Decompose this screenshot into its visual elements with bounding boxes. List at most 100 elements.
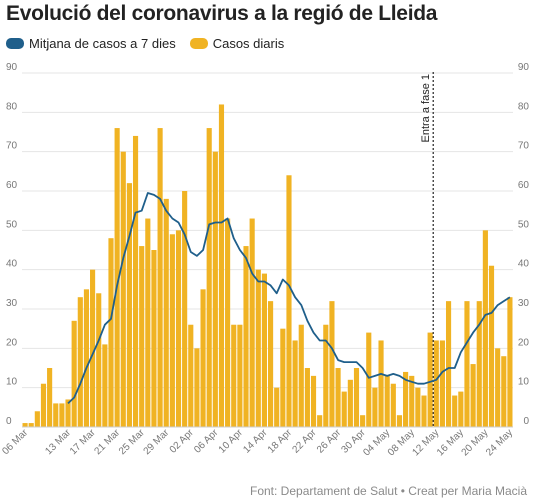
y-tick-label-right: 70 <box>518 141 530 152</box>
bar <box>458 391 464 427</box>
bar <box>378 340 384 427</box>
bar <box>433 340 439 427</box>
legend-item-average[interactable]: Mitjana de casos a 7 dies <box>6 36 176 51</box>
bar <box>476 301 482 427</box>
line-series-average <box>67 192 511 405</box>
bar <box>182 191 188 427</box>
bar <box>372 387 378 427</box>
bar <box>188 324 194 427</box>
bar <box>470 364 476 427</box>
bar <box>445 301 452 427</box>
bar <box>482 230 488 427</box>
y-tick-label-right: 50 <box>518 219 530 230</box>
bar <box>53 403 59 427</box>
bar <box>126 183 132 427</box>
bar <box>501 356 507 427</box>
x-tick-label: 17 Mar <box>68 427 98 457</box>
bar <box>255 269 261 427</box>
bar <box>40 383 47 427</box>
bar <box>65 399 71 427</box>
bar <box>77 297 83 427</box>
annotation-label: Entra a fase 1 <box>420 74 432 143</box>
bar <box>360 415 366 427</box>
legend-swatch-daily <box>189 38 208 49</box>
bar <box>200 289 206 427</box>
bar <box>90 269 96 427</box>
bar <box>96 293 102 427</box>
bar <box>298 324 304 427</box>
x-tick-label: 14 Apr <box>241 427 270 456</box>
grid-lines <box>22 72 513 428</box>
bar <box>335 368 341 427</box>
bar <box>317 415 323 427</box>
bar <box>243 246 249 427</box>
x-tick-label: 06 Apr <box>192 427 221 456</box>
bar <box>34 411 40 427</box>
y-tick-label-right: 30 <box>518 298 530 309</box>
bar <box>366 332 372 427</box>
bar <box>114 128 120 428</box>
bar <box>304 368 310 427</box>
bar <box>22 423 28 427</box>
bar <box>145 218 151 427</box>
bar <box>120 151 126 427</box>
legend-label-daily: Casos diaris <box>212 36 285 51</box>
bar <box>439 340 445 427</box>
bar <box>347 379 353 427</box>
bar <box>390 383 396 427</box>
bar <box>310 375 317 427</box>
x-tick-label: 22 Apr <box>290 427 319 456</box>
x-tick-label: 29 Mar <box>142 427 172 457</box>
x-tick-label: 24 May <box>484 427 515 458</box>
bar <box>452 395 458 427</box>
bar <box>237 324 243 427</box>
bar <box>268 301 274 427</box>
x-tick-label: 26 Apr <box>315 427 344 456</box>
bar <box>384 375 390 427</box>
bar <box>495 348 501 427</box>
bar <box>464 301 470 427</box>
y-tick-label-left: 80 <box>6 101 18 112</box>
y-tick-label-left: 0 <box>6 416 12 427</box>
bar <box>28 423 34 427</box>
bar <box>427 332 433 427</box>
x-tick-label: 06 Mar <box>0 427 30 457</box>
y-tick-label-right: 0 <box>523 416 529 427</box>
legend-item-daily[interactable]: Casos diaris <box>189 36 285 51</box>
bar <box>353 368 360 427</box>
x-tick-label: 25 Mar <box>117 427 147 457</box>
bar <box>396 415 403 427</box>
bar <box>151 250 157 427</box>
bar <box>286 175 292 427</box>
bar <box>132 135 139 427</box>
bar <box>83 289 90 427</box>
bar <box>421 395 427 427</box>
bar <box>218 104 225 427</box>
y-tick-label-right: 10 <box>518 377 530 388</box>
bar <box>507 297 513 427</box>
bar <box>47 368 53 427</box>
bar <box>249 218 255 427</box>
bar <box>323 324 329 427</box>
bar <box>409 375 415 427</box>
bar <box>59 403 65 427</box>
y-tick-label-right: 80 <box>518 101 530 112</box>
source-credit: Font: Departament de Salut • Creat per M… <box>250 484 527 498</box>
chart-title: Evolució del coronavirus a la regió de L… <box>6 2 438 25</box>
x-tick-label: 02 Apr <box>168 427 197 456</box>
bar <box>341 391 347 427</box>
legend-swatch-average <box>6 38 24 49</box>
y-tick-label-left: 90 <box>6 62 18 73</box>
bar <box>71 320 77 427</box>
y-tick-label-left: 50 <box>6 219 18 230</box>
bar <box>163 198 169 427</box>
x-tick-label: 21 Mar <box>92 427 122 457</box>
y-tick-label-left: 40 <box>6 259 18 270</box>
bar <box>194 348 200 427</box>
bar <box>139 246 145 427</box>
bar <box>102 344 108 427</box>
bar <box>261 273 267 427</box>
x-tick-label: 10 Apr <box>217 427 246 456</box>
